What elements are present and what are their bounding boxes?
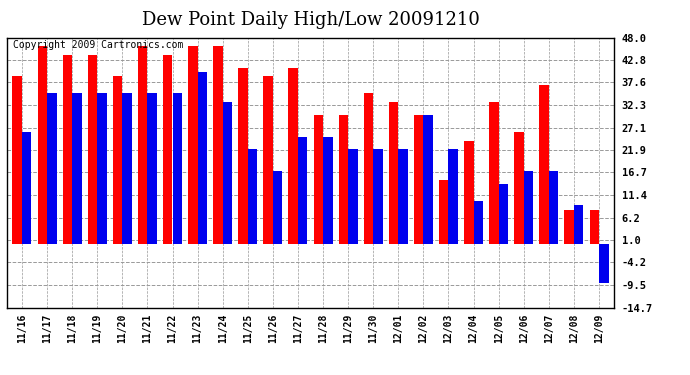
Bar — [72, 93, 81, 244]
Bar — [499, 184, 509, 244]
Bar — [148, 93, 157, 244]
Bar — [122, 93, 132, 244]
Bar — [464, 141, 473, 244]
Bar — [599, 244, 609, 283]
Bar — [163, 55, 172, 244]
Bar — [63, 55, 72, 244]
Bar — [473, 201, 483, 244]
Bar — [88, 55, 97, 244]
Bar — [540, 85, 549, 244]
Bar — [398, 150, 408, 244]
Bar — [47, 93, 57, 244]
Bar — [364, 93, 373, 244]
Bar — [323, 136, 333, 244]
Bar — [489, 102, 499, 244]
Bar — [549, 171, 558, 244]
Bar — [524, 171, 533, 244]
Bar — [172, 93, 182, 244]
Bar — [574, 206, 584, 244]
Bar — [22, 132, 32, 244]
Bar — [223, 102, 233, 244]
Bar — [298, 136, 308, 244]
Bar — [589, 210, 599, 244]
Bar — [238, 68, 248, 244]
Bar — [313, 115, 323, 244]
Bar — [264, 76, 273, 244]
Bar — [439, 180, 449, 244]
Bar — [213, 46, 223, 244]
Bar — [37, 46, 47, 244]
Bar — [388, 102, 398, 244]
Bar — [138, 46, 148, 244]
Bar — [197, 72, 207, 244]
Bar — [564, 210, 574, 244]
Bar — [514, 132, 524, 244]
Bar — [188, 46, 197, 244]
Bar — [373, 150, 383, 244]
Bar — [248, 150, 257, 244]
Bar — [12, 76, 22, 244]
Bar — [112, 76, 122, 244]
Bar — [288, 68, 298, 244]
Bar — [97, 93, 107, 244]
Bar — [273, 171, 282, 244]
Text: Copyright 2009 Cartronics.com: Copyright 2009 Cartronics.com — [13, 40, 184, 50]
Bar — [348, 150, 357, 244]
Bar — [414, 115, 424, 244]
Bar — [339, 115, 348, 244]
Text: Dew Point Daily High/Low 20091210: Dew Point Daily High/Low 20091210 — [141, 11, 480, 29]
Bar — [448, 150, 458, 244]
Bar — [424, 115, 433, 244]
